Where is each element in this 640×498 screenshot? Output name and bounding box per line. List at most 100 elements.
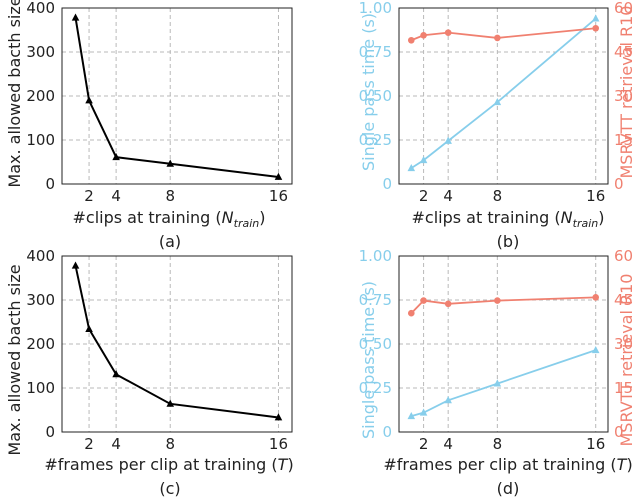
y-axis-label-right-b: MSRVTT retrieval R10 bbox=[617, 6, 636, 179]
y-tick-label: 100 bbox=[26, 379, 55, 397]
data-point bbox=[420, 31, 427, 39]
y-tick-label-left: 0.75 bbox=[359, 43, 392, 61]
caption-b: (b) bbox=[497, 232, 520, 251]
y-tick-label-left: 0.50 bbox=[359, 335, 392, 353]
data-point bbox=[112, 152, 120, 161]
grid-d bbox=[399, 255, 608, 433]
marks-b bbox=[407, 14, 600, 172]
panel-b: 2 4 8 16 0 0.25 0.50 0.75 1.00 0 15 30 45 60 Single p… bbox=[359, 0, 636, 251]
y-tick-label-right: 30 bbox=[614, 335, 633, 353]
y-tick-label-right: 0 bbox=[614, 175, 624, 193]
y-tick-label-left: 0 bbox=[382, 423, 392, 441]
data-point bbox=[407, 309, 415, 317]
y-tick-label-right: 60 bbox=[614, 0, 633, 17]
y-axis-label-c: Max. allowed bacth size bbox=[5, 264, 24, 455]
series-line-red bbox=[410, 27, 596, 42]
x-tick-label: 16 bbox=[586, 435, 605, 453]
y-tick-label-right: 15 bbox=[614, 379, 633, 397]
data-point bbox=[419, 156, 428, 164]
y-tick-label-left: 1.00 bbox=[359, 247, 392, 265]
data-point bbox=[444, 300, 452, 308]
plot-frame-b bbox=[398, 7, 609, 185]
data-point bbox=[444, 136, 452, 144]
ticks-d: 2 4 8 16 0 0.25 0.50 0.75 1.00 0 15 30 45 60 bbox=[359, 247, 634, 453]
data-point bbox=[112, 370, 120, 378]
y-tick-label: 400 bbox=[26, 247, 55, 265]
data-point bbox=[274, 172, 283, 180]
y-tick-label: 200 bbox=[26, 335, 55, 353]
y-tick-label-left: 1.00 bbox=[359, 0, 392, 17]
grid-a bbox=[62, 7, 292, 185]
marks-a bbox=[71, 13, 283, 180]
x-tick-label: 8 bbox=[165, 187, 175, 205]
series-line-blue bbox=[411, 349, 596, 418]
data-point bbox=[444, 29, 452, 36]
data-point bbox=[591, 345, 600, 354]
marks-d bbox=[407, 294, 600, 420]
x-axis-label-b: #clips at training (Ntrain) bbox=[412, 208, 605, 230]
data-point bbox=[407, 163, 416, 172]
y-tick-label-right: 45 bbox=[614, 43, 633, 61]
y-tick-label-left: 0 bbox=[382, 175, 392, 193]
x-tick-label: 4 bbox=[111, 187, 121, 205]
caption-a: (a) bbox=[159, 232, 181, 251]
plot-frame-d bbox=[398, 255, 609, 433]
data-point bbox=[85, 96, 93, 104]
y-tick-label: 0 bbox=[45, 423, 55, 441]
y-axis-label-right-d: MSRVTT retrieval R10 bbox=[617, 274, 636, 447]
y-tick-label-left: 0.75 bbox=[359, 291, 392, 309]
data-point bbox=[407, 411, 416, 420]
data-point bbox=[407, 36, 415, 44]
series-line-blue bbox=[410, 17, 597, 169]
caption-d: (d) bbox=[497, 479, 520, 498]
x-axis-label-a: #clips at training (Ntrain) bbox=[73, 208, 266, 230]
y-axis-label-a: Max. allowed bacth size bbox=[5, 0, 24, 188]
data-point bbox=[494, 297, 501, 304]
data-point bbox=[494, 34, 501, 42]
ticks-b: 2 4 8 16 0 0.25 0.50 0.75 1.00 0 15 30 45 60 bbox=[359, 0, 634, 205]
x-tick-label: 4 bbox=[111, 435, 121, 453]
y-tick-label-right: 30 bbox=[614, 87, 633, 105]
data-point bbox=[444, 396, 452, 404]
y-tick-label-left: 0.25 bbox=[359, 131, 392, 149]
y-axis-label-left-d: Single pass time (s) bbox=[359, 281, 378, 439]
x-tick-label: 8 bbox=[493, 435, 503, 453]
x-axis-label-c: #frames per clip at training (T) bbox=[44, 455, 293, 474]
data-point bbox=[420, 297, 427, 304]
plot-frame-c bbox=[61, 255, 293, 433]
y-tick-label-right: 60 bbox=[614, 247, 633, 265]
y-tick-label: 100 bbox=[26, 131, 55, 149]
data-point bbox=[71, 13, 80, 21]
y-axis-label-left-b: Single pass time (s) bbox=[359, 13, 378, 171]
marks-c bbox=[71, 261, 283, 421]
data-point bbox=[71, 261, 80, 269]
y-tick-label-left: 0.50 bbox=[359, 87, 392, 105]
ticks-c: 2 4 8 16 0 100 200 300 400 bbox=[26, 247, 288, 453]
x-tick-label: 2 bbox=[419, 187, 429, 205]
y-tick-label: 400 bbox=[26, 0, 55, 17]
data-point bbox=[85, 324, 93, 332]
x-tick-label: 16 bbox=[269, 435, 288, 453]
x-tick-label: 2 bbox=[419, 435, 429, 453]
panel-c: 2 4 8 16 0 100 200 300 400 Max. allowed bacth si… bbox=[5, 247, 294, 498]
data-point bbox=[591, 14, 600, 22]
series-line-black bbox=[74, 265, 279, 419]
ticks-a: 2 4 8 16 0 100 200 300 400 bbox=[26, 0, 288, 205]
panel-d: 2 4 8 16 0 0.25 0.50 0.75 1.00 0 15 30 45 60 Single p… bbox=[359, 247, 636, 498]
y-tick-label: 300 bbox=[26, 43, 55, 61]
y-tick-label-left: 0.25 bbox=[359, 379, 392, 397]
y-tick-label-right: 0 bbox=[614, 423, 624, 441]
data-point bbox=[419, 408, 428, 416]
data-point bbox=[592, 294, 600, 301]
y-tick-label-right: 45 bbox=[614, 291, 633, 309]
series-line-black bbox=[74, 17, 279, 178]
x-tick-label: 2 bbox=[84, 435, 94, 453]
x-tick-label: 8 bbox=[493, 187, 503, 205]
data-point bbox=[166, 399, 175, 407]
data-point bbox=[274, 413, 283, 421]
panel-a: 2 4 8 16 0 100 200 300 400 Max. allowed bacth si… bbox=[5, 0, 293, 251]
y-tick-label: 200 bbox=[26, 87, 55, 105]
data-point bbox=[166, 159, 175, 167]
x-tick-label: 2 bbox=[84, 187, 94, 205]
